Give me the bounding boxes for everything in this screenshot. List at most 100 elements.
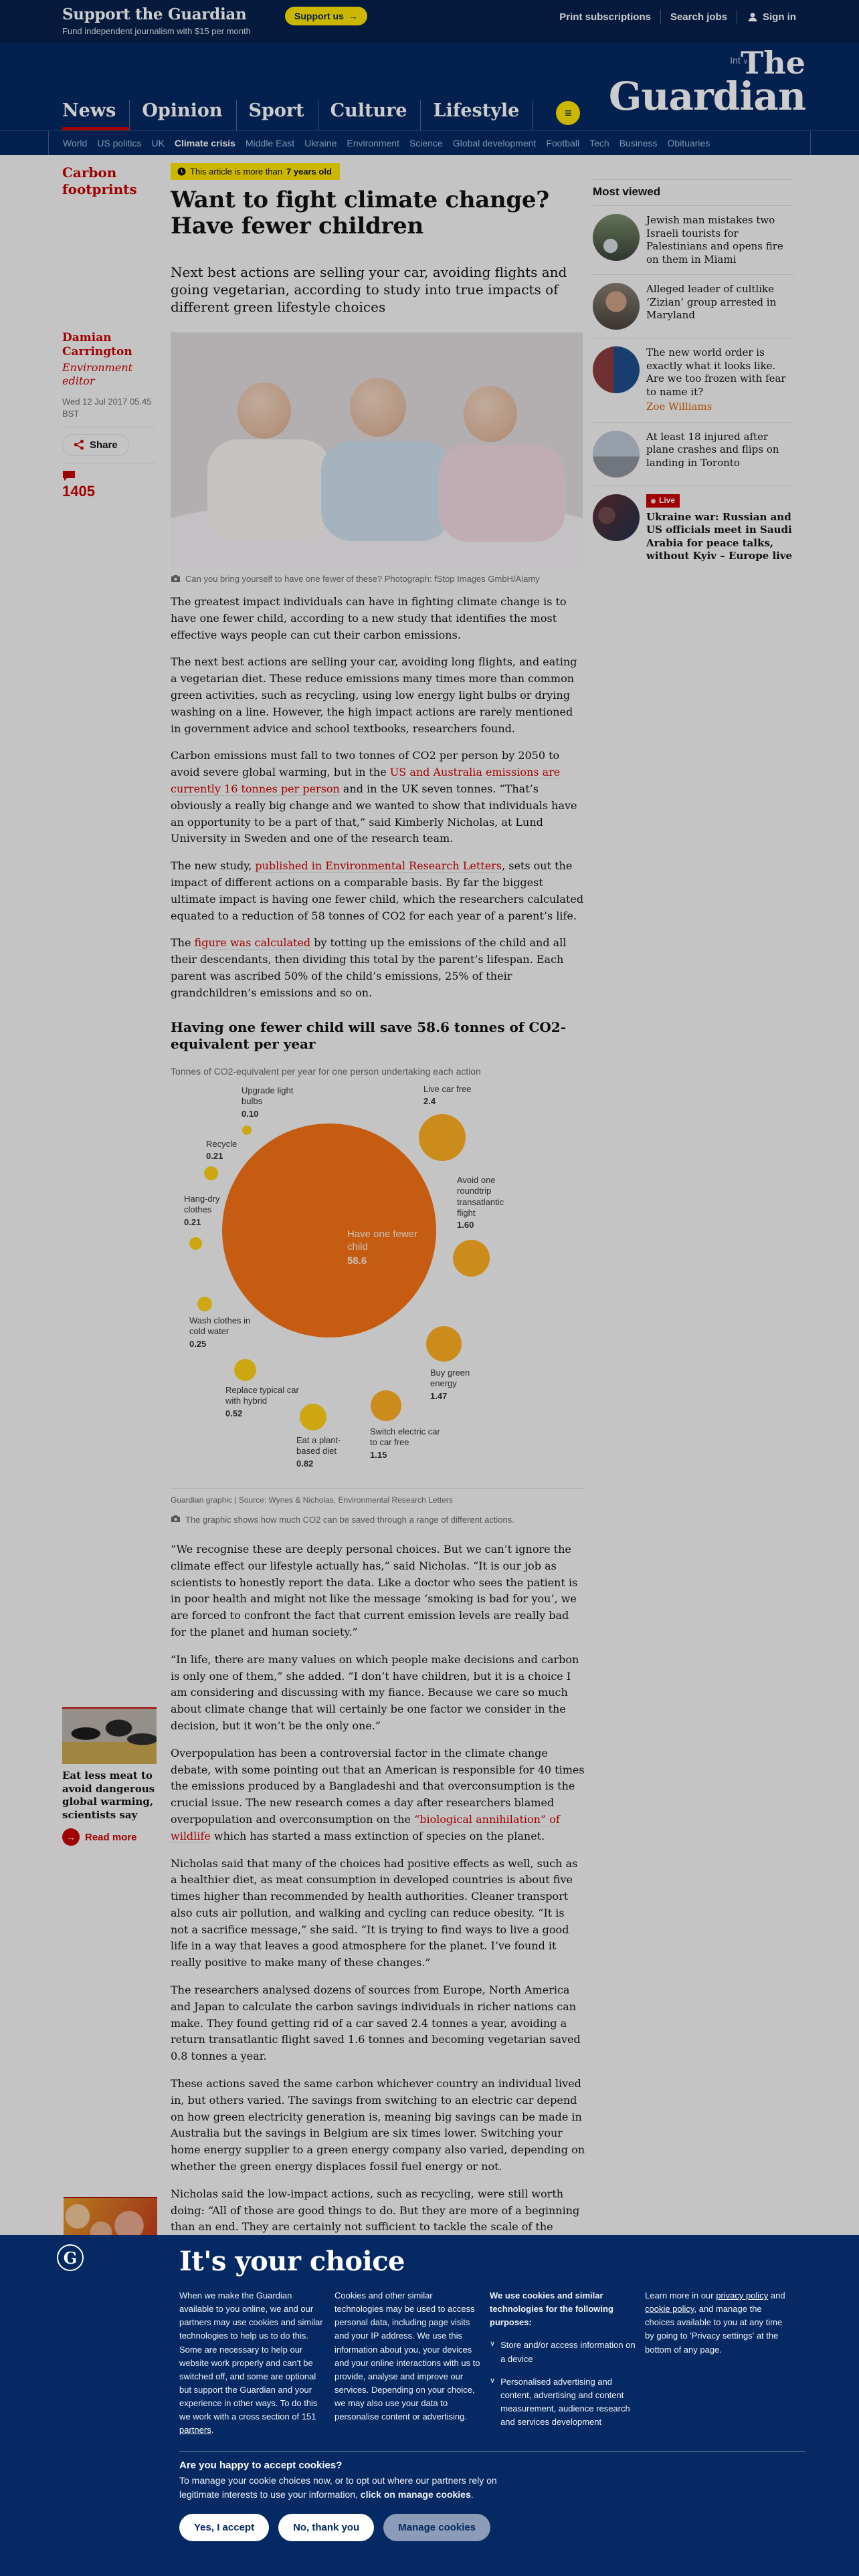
most-viewed-item-1[interactable]: Jewish man mistakes two Israeli tourists… — [593, 205, 793, 274]
masthead: Int ∨ The Guardian News Opinion Sport Cu… — [0, 43, 859, 130]
emissions-link[interactable]: US and Australia emissions are currently… — [171, 766, 561, 796]
user-icon — [748, 13, 757, 21]
camera-icon — [171, 575, 180, 582]
most-viewed-headline-text: Ukraine war: Russian and US officials me… — [646, 510, 793, 562]
related-article-card[interactable]: Eat less meat to avoid dangerous global … — [62, 1707, 157, 1846]
active-nav-underline — [62, 127, 130, 130]
subnav-ukraine[interactable]: Ukraine — [304, 138, 337, 148]
subnav-business[interactable]: Business — [619, 138, 658, 148]
author-block: Damian Carrington Environment editor Wed… — [62, 331, 164, 500]
cookie-banner-columns: When we make the Guardian available to y… — [179, 2289, 805, 2438]
nav-item-culture[interactable]: Culture — [330, 100, 421, 130]
hamburger-menu-button[interactable]: ≡ — [556, 101, 581, 125]
most-viewed-headline-text: The new world order is exactly what it l… — [646, 346, 786, 398]
hero-image — [171, 332, 583, 568]
subnav-football[interactable]: Football — [546, 138, 580, 148]
thumbnail-image — [593, 283, 640, 330]
share-label: Share — [90, 439, 118, 451]
subnav-tech[interactable]: Tech — [589, 138, 609, 148]
privacy-policy-link[interactable]: privacy policy — [716, 2290, 769, 2300]
cookie-col-3: We use cookies and similar technologies … — [490, 2289, 636, 2438]
nav-item-opinion[interactable]: Opinion — [142, 100, 237, 130]
cookie-purpose-item: ∨ Personalised advertising and content, a… — [490, 2375, 636, 2430]
subnav-science[interactable]: Science — [409, 138, 443, 148]
most-viewed-item-5[interactable]: Live Ukraine war: Russian and US officia… — [593, 485, 793, 571]
manage-cookies-button[interactable]: Manage cookies — [383, 2513, 491, 2541]
chevron-down-icon: ∨ — [490, 2340, 496, 2349]
cookie-banner-heading: It's your choice — [179, 2246, 405, 2277]
cookie-text: Learn more in our — [645, 2290, 717, 2300]
print-subscriptions-link[interactable]: Print subscriptions — [559, 11, 651, 23]
utility-links: Print subscriptions Search jobs Sign in — [550, 9, 805, 24]
logo-line-2: Guardian — [608, 74, 806, 119]
subnav-obituaries[interactable]: Obituaries — [667, 138, 710, 148]
badge-prefix: This article is more than — [190, 167, 282, 177]
graphic-caption: The graphic shows how much CO2 can be sa… — [171, 1513, 585, 1527]
guardian-roundel-icon: G — [57, 2244, 84, 2271]
subnav-bar: World US politics UK Climate crisis Midd… — [0, 130, 859, 155]
annihilation-link[interactable]: “biological annihilation” of wildlife — [171, 1812, 560, 1843]
chart-bubble-hybrid — [234, 1359, 256, 1382]
paragraph: The greatest impact individuals can have… — [171, 595, 567, 641]
chevron-down-icon: ∨ — [490, 2376, 496, 2385]
standfirst: Next best actions are selling your car, … — [171, 264, 567, 315]
chart-label-cold-wash: Wash clothes in cold water 0.25 — [189, 1315, 251, 1349]
chart-bubble-light-bulbs — [242, 1125, 252, 1136]
subnav-middle-east[interactable]: Middle East — [245, 138, 295, 148]
nav-item-news[interactable]: News — [62, 100, 130, 130]
accept-cookies-button[interactable]: Yes, I accept — [179, 2513, 270, 2541]
study-link[interactable]: published in Environmental Research Lett… — [255, 859, 502, 873]
chart-label-plant-diet: Eat a plant-based diet 0.82 — [296, 1435, 341, 1469]
support-subtitle: Fund independent journalism with $15 per… — [62, 26, 251, 36]
support-block: Support the Guardian Fund independent jo… — [62, 5, 251, 36]
thumbnail-image — [593, 214, 640, 261]
guardian-logo[interactable]: The Guardian — [608, 47, 806, 119]
paragraph-text: and in the UK seven tonnes. “That’s obvi… — [171, 782, 577, 845]
support-us-button[interactable]: Support us → — [285, 7, 367, 25]
paragraph: Carbon emissions must fall to two tonnes… — [171, 748, 585, 847]
paragraph: The figure was calculated by totting up … — [171, 935, 585, 1001]
author-name[interactable]: Damian Carrington — [62, 331, 132, 359]
article-age-badge: This article is more than 7 years old — [171, 163, 340, 180]
cookie-text: and — [768, 2290, 785, 2300]
subnav-us-politics[interactable]: US politics — [97, 138, 142, 148]
most-viewed-item-2[interactable]: Alleged leader of cultlike ‘Zizian’ grou… — [593, 274, 793, 338]
nav-item-lifestyle[interactable]: Lifestyle — [433, 100, 534, 130]
support-title: Support the Guardian — [62, 5, 247, 23]
cookie-purpose-text: Personalised advertising and content, ad… — [500, 2376, 630, 2428]
search-jobs-link[interactable]: Search jobs — [660, 9, 737, 24]
live-dot-icon — [651, 498, 656, 504]
subnav-uk[interactable]: UK — [151, 138, 165, 148]
comment-count[interactable]: 1405 — [62, 470, 164, 500]
edition-picker[interactable]: Int ∨ — [730, 55, 748, 66]
subnav-climate-crisis[interactable]: Climate crisis — [174, 138, 235, 148]
cookie-policy-link[interactable]: cookie policy — [645, 2304, 694, 2315]
most-viewed-item-4[interactable]: At least 18 injured after plane crashes … — [593, 421, 793, 486]
read-more-link[interactable]: → Read more — [62, 1828, 157, 1846]
share-button[interactable]: Share — [62, 433, 129, 456]
paragraph: “In life, there are many values on which… — [171, 1652, 579, 1732]
subnav-global-development[interactable]: Global development — [452, 138, 537, 148]
series-kicker[interactable]: Carbon footprints — [62, 165, 137, 197]
chart-label-hang-dry: Hang-dry clothes 0.21 — [184, 1194, 220, 1227]
chart-bubble-cold-wash — [197, 1297, 212, 1312]
cookie-col-1: When we make the Guardian available to y… — [179, 2289, 325, 2438]
paragraph: These actions saved the same carbon whic… — [171, 2077, 585, 2173]
paragraph-text: by totting up the emissions of the child… — [171, 936, 567, 999]
chart-source: Guardian graphic | Source: Wynes & Nicho… — [171, 1488, 585, 1507]
most-viewed-item-3[interactable]: The new world order is exactly what it l… — [593, 338, 793, 422]
figure-link[interactable]: figure was calculated — [194, 936, 311, 950]
sign-in-link[interactable]: Sign in — [737, 9, 805, 24]
chart-label-car-free: Live car free 2.4 — [423, 1084, 472, 1107]
nav-item-sport[interactable]: Sport — [249, 100, 318, 130]
subnav-world[interactable]: World — [63, 138, 88, 148]
cookie-manage-text: To manage your cookie choices now, or to… — [179, 2474, 500, 2502]
paragraph: The researchers analysed dozens of sourc… — [171, 1983, 581, 2063]
edition-label: Int — [730, 55, 741, 66]
decline-cookies-button[interactable]: No, thank you — [278, 2513, 375, 2541]
hero-caption-text: Can you bring yourself to have one fewer… — [185, 574, 540, 584]
comment-count-value: 1405 — [62, 482, 95, 500]
nav-item-label: Opinion — [142, 100, 223, 121]
subnav-environment[interactable]: Environment — [347, 138, 399, 148]
partners-link[interactable]: partners — [179, 2425, 211, 2436]
